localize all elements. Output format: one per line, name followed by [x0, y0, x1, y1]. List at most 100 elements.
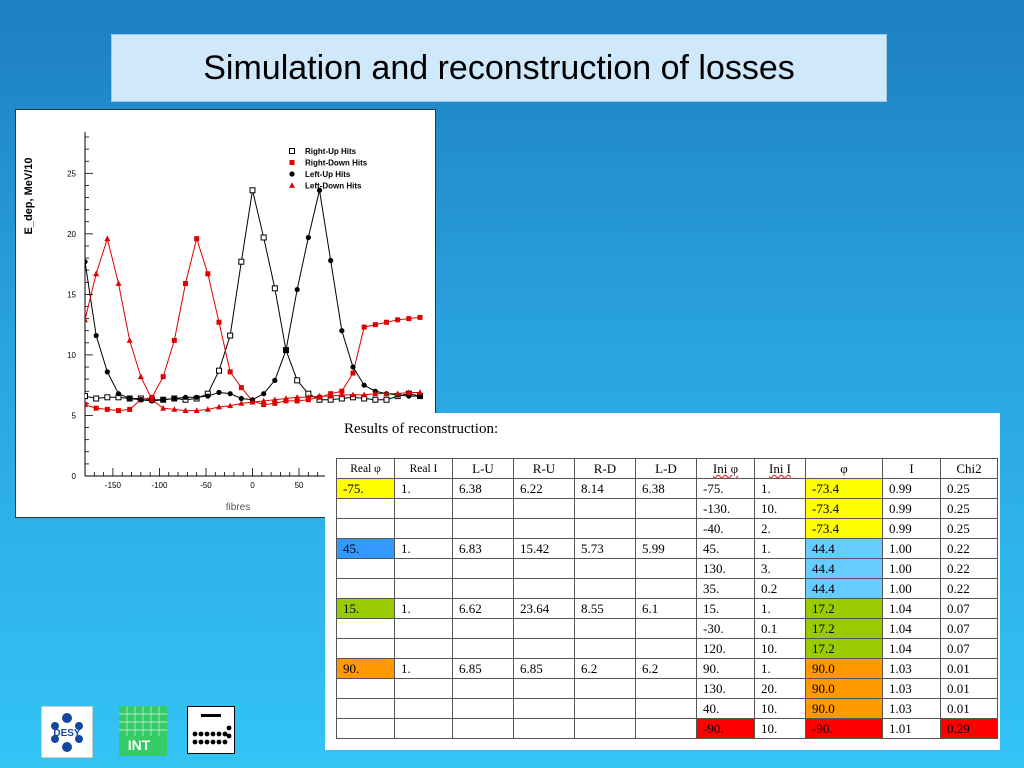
- data-point: [361, 391, 368, 398]
- data-point: [271, 396, 278, 403]
- data-point: [261, 391, 267, 397]
- data-point: [283, 347, 289, 353]
- table-cell: [574, 618, 636, 639]
- table-cell: 0.22: [940, 578, 998, 599]
- table-cell: [574, 518, 636, 539]
- data-point: [305, 394, 312, 400]
- data-point: [261, 402, 267, 408]
- table-cell: 130.: [696, 558, 755, 579]
- header-ld: L-D: [635, 458, 697, 479]
- table-cell: 1.03: [882, 698, 941, 719]
- table-cell: 90.: [696, 658, 755, 679]
- data-point: [249, 187, 256, 194]
- x-tick-label: -150: [105, 481, 122, 490]
- table-row: 40. 10. 90.0 1.03 0.01: [336, 698, 998, 719]
- series-line: [85, 236, 421, 412]
- table-cell: [336, 678, 395, 699]
- data-point: [361, 382, 367, 388]
- table-cell: [452, 558, 514, 579]
- table-cell: 0.2: [754, 578, 806, 599]
- table-cell: 6.83: [452, 538, 514, 559]
- table-cell: 130.: [696, 678, 755, 699]
- x-tick-label: 0: [250, 481, 255, 490]
- data-point: [417, 314, 423, 320]
- table-cell: [394, 618, 453, 639]
- data-point: [394, 390, 401, 397]
- table-cell: 1.03: [882, 658, 941, 679]
- data-point: [238, 258, 245, 265]
- data-point: [294, 398, 300, 404]
- table-cell: [635, 638, 697, 659]
- table-cell: -130.: [696, 498, 755, 519]
- data-point: [227, 391, 233, 397]
- data-point: [384, 319, 389, 325]
- table-cell: [394, 558, 453, 579]
- table-cell: 45.: [336, 538, 395, 559]
- table-cell: 0.99: [882, 478, 941, 499]
- table-cell: [574, 678, 636, 699]
- data-point: [316, 187, 323, 193]
- table-cell: 44.4: [805, 558, 883, 579]
- table-row: -130. 10. -73.4 0.99 0.25: [336, 498, 998, 519]
- table-cell: [635, 678, 697, 699]
- desy-logo-text: DESY: [53, 728, 81, 739]
- data-point: [372, 390, 379, 397]
- header-phi: φ: [805, 458, 883, 479]
- table-cell: 2.: [754, 518, 806, 539]
- data-point: [249, 398, 256, 405]
- table-cell: 10.: [754, 638, 806, 659]
- table-cell: 17.2: [805, 638, 883, 659]
- table-cell: 15.: [696, 598, 755, 619]
- header-ini-phi: Ini φ: [696, 458, 755, 479]
- table-cell: 6.62: [452, 598, 514, 619]
- table-cell: 0.01: [940, 698, 998, 719]
- table-cell: [452, 638, 514, 659]
- data-point: [216, 389, 222, 396]
- table-cell: [394, 678, 453, 699]
- table-cell: 5.73: [574, 538, 636, 559]
- table-cell: -40.: [696, 518, 755, 539]
- table-row: 130. 20. 90.0 1.03 0.01: [336, 678, 998, 699]
- table-cell: 15.: [336, 598, 395, 619]
- data-point: [104, 369, 110, 375]
- legend-marker: [289, 148, 295, 154]
- int-logo: INT: [119, 706, 167, 756]
- legend-label: Right-Down Hits: [305, 159, 368, 168]
- data-point: [260, 234, 267, 241]
- results-caption: Results of reconstruction:: [344, 421, 499, 437]
- table-cell: 3.: [754, 558, 806, 579]
- legend-label: Right-Up Hits: [305, 147, 357, 156]
- data-point: [260, 397, 267, 404]
- table-cell: 1.03: [882, 678, 941, 699]
- table-cell: 6.2: [574, 658, 636, 679]
- legend-label: Left-Down Hits: [305, 182, 362, 191]
- data-point: [294, 377, 301, 384]
- table-cell: 1.: [394, 478, 453, 499]
- table-cell: [394, 498, 453, 519]
- data-point: [272, 400, 278, 406]
- series-line: [85, 236, 420, 412]
- data-point: [85, 259, 88, 265]
- header-ini-i-label: Ini I: [768, 460, 792, 476]
- table-cell: 1.04: [882, 638, 941, 659]
- table-cell: [336, 518, 395, 539]
- table-cell: 6.38: [452, 478, 514, 499]
- table-cell: 35.: [696, 578, 755, 599]
- data-point: [417, 389, 423, 395]
- legend-marker: [289, 160, 295, 165]
- table-cell: [513, 558, 575, 579]
- table-row: -30. 0.1 17.2 1.04 0.07: [336, 618, 998, 639]
- table-cell: 0.99: [882, 518, 941, 539]
- data-point: [205, 271, 211, 277]
- header-lu: L-U: [452, 458, 514, 479]
- data-point: [138, 397, 144, 403]
- table-cell: -90.: [805, 718, 883, 739]
- table-cell: [452, 718, 514, 739]
- table-cell: 0.25: [940, 518, 998, 539]
- data-point: [283, 395, 289, 401]
- table-cell: 8.55: [574, 598, 636, 619]
- table-cell: 8.14: [574, 478, 636, 499]
- table-row: -75. 1. 6.38 6.22 8.14 6.38 -75. 1. -73.4 0.99 0.2…: [336, 478, 998, 499]
- data-point: [85, 316, 88, 323]
